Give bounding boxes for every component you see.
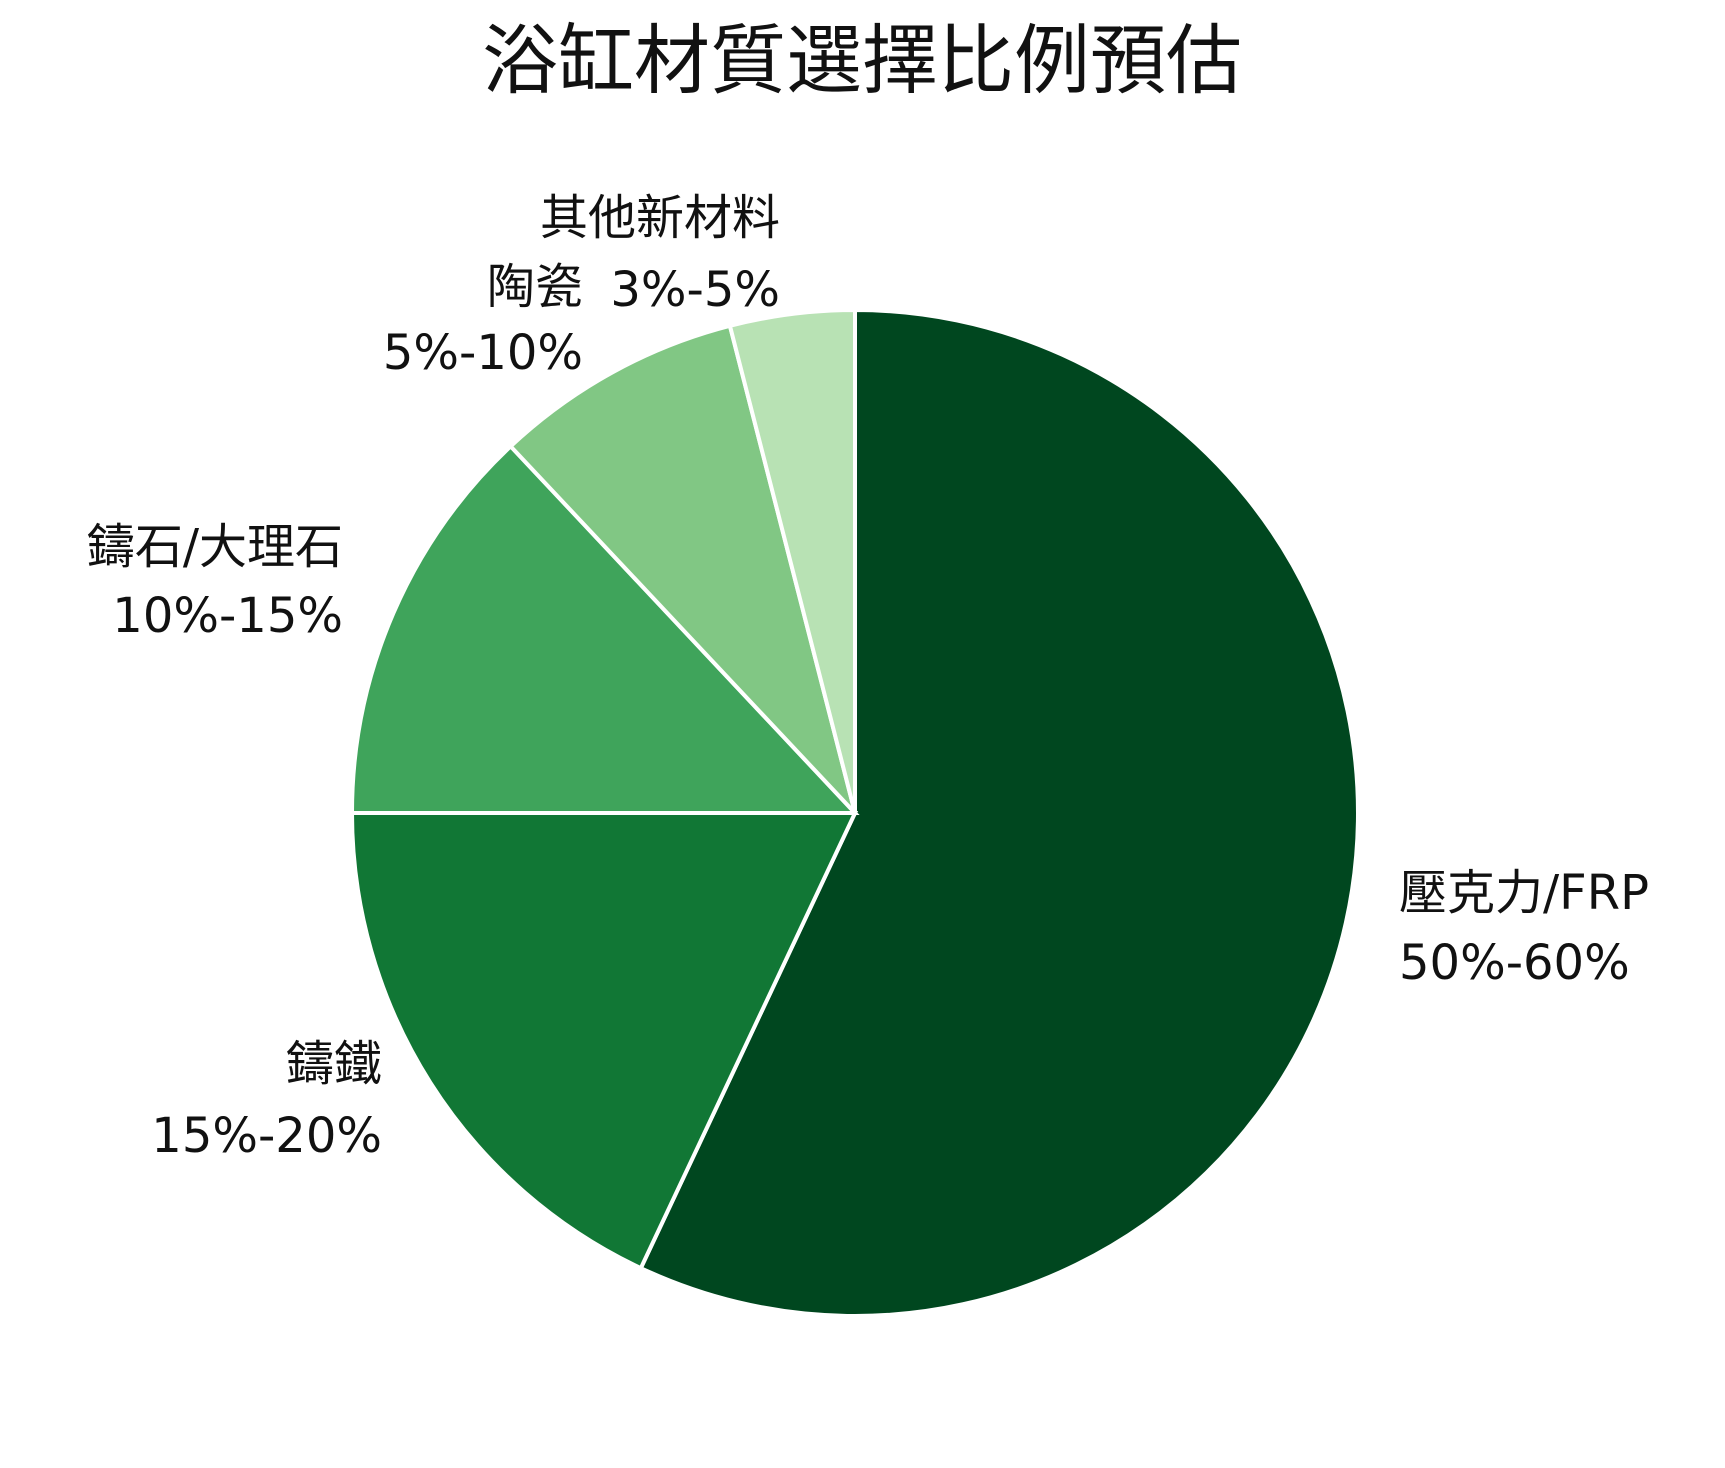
pie-slice [507,323,857,815]
pie-slice [727,307,857,814]
value-label: 5%-10% [383,325,583,381]
value-label: 15%-20% [151,1108,382,1164]
pie-slice [638,307,1360,1318]
pie-slice [349,443,860,815]
chart-title: 浴缸材質選擇比例預估 [482,16,1242,105]
value-label: 3%-5% [610,262,780,318]
slice-label: 鑄鐵 [286,1036,382,1092]
pie-slice [349,811,859,1271]
value-label: 50%-60% [1399,935,1630,991]
slice-label: 鑄石/大理石 [87,519,343,575]
slice-label: 壓克力/FRP [1399,865,1649,921]
value-label: 10%-15% [112,588,343,644]
slice-label: 其他新材料 [540,190,780,246]
slice-label: 陶瓷 [487,259,583,315]
